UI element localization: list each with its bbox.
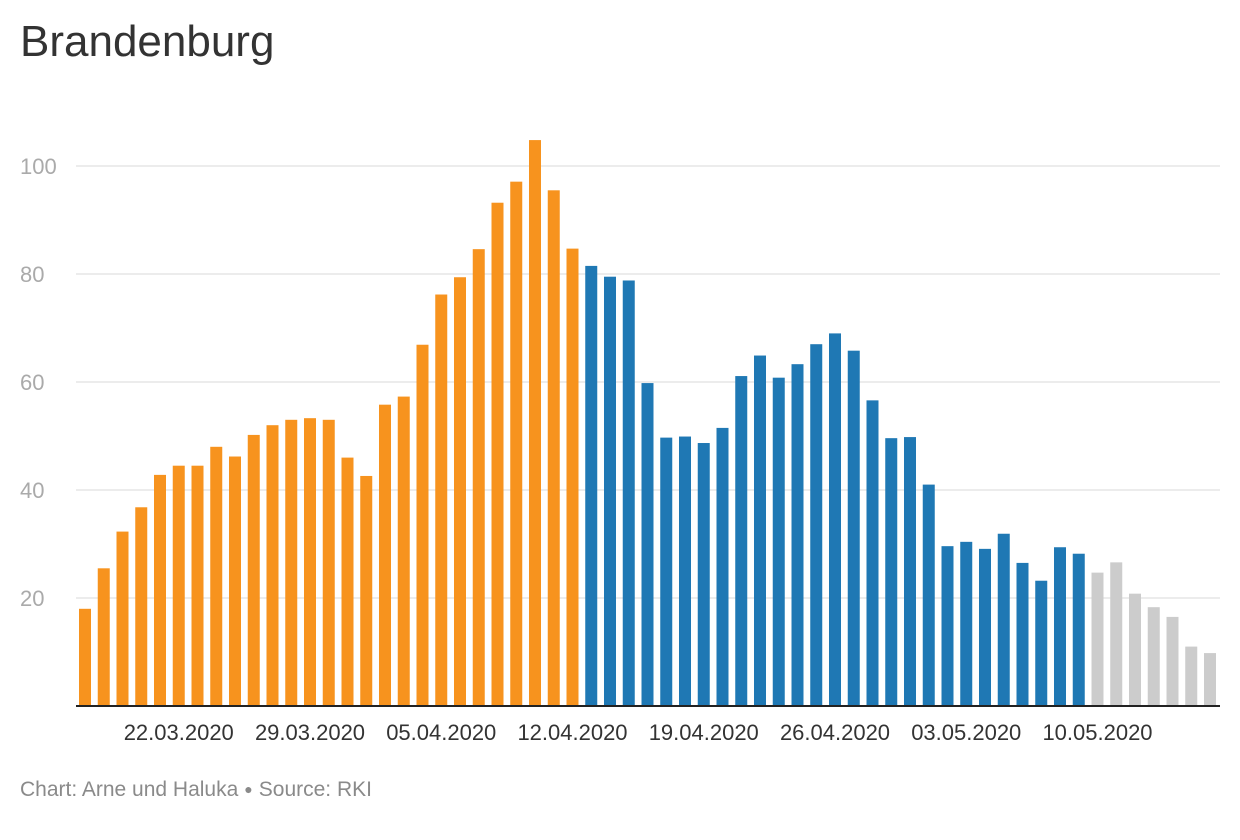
bar: [791, 364, 804, 706]
bar: [154, 474, 166, 706]
bar: [566, 248, 579, 706]
x-tick-label: 03.05.2020: [911, 720, 1021, 745]
bar: [210, 446, 223, 706]
bar: [285, 419, 298, 706]
bar: [379, 404, 391, 706]
bar: [1054, 547, 1066, 706]
x-tick-label: 05.04.2020: [386, 720, 496, 745]
credit-text: Chart: Arne und Haluka: [20, 778, 239, 801]
bar: [941, 546, 954, 706]
bar: [679, 436, 691, 706]
bar: [866, 400, 879, 706]
bar: [304, 418, 316, 706]
bar: [885, 438, 898, 706]
bar: [135, 507, 148, 706]
bar: [116, 531, 129, 706]
bar: [322, 419, 335, 706]
source-text: Source: RKI: [258, 778, 372, 801]
bar: [585, 265, 598, 706]
bar: [1166, 616, 1179, 706]
bar: [735, 376, 748, 706]
bar: [191, 465, 204, 706]
x-tick-label: 12.04.2020: [517, 720, 627, 745]
x-tick-label: 29.03.2020: [255, 720, 365, 745]
bar: [266, 425, 279, 706]
bar: [622, 280, 635, 706]
y-tick-label: 100: [20, 154, 57, 179]
bar: [641, 383, 654, 706]
bar: [604, 276, 616, 706]
bar: [1091, 572, 1104, 706]
bar: [1035, 580, 1048, 706]
bar: [435, 294, 448, 706]
bar: [810, 344, 823, 706]
bar: [529, 140, 541, 706]
bar: [1147, 607, 1160, 706]
bar: [772, 377, 785, 706]
chart-footer: Chart: Arne und Haluka ● Source: RKI: [20, 778, 372, 802]
bar: [397, 396, 410, 706]
bar: [454, 277, 466, 706]
bar: [922, 484, 935, 706]
bar: [997, 533, 1010, 706]
bar: [472, 249, 485, 706]
x-tick-label: 26.04.2020: [780, 720, 890, 745]
bar: [360, 475, 373, 706]
bar: [97, 568, 110, 706]
bar: [1129, 593, 1141, 706]
x-tick-label: 22.03.2020: [124, 720, 234, 745]
separator-dot: ●: [244, 781, 253, 797]
bar: [660, 437, 673, 706]
bar: [697, 443, 710, 706]
bar: [904, 437, 916, 706]
y-tick-label: 20: [20, 586, 44, 611]
bar: [960, 541, 973, 706]
bar: [416, 344, 429, 706]
x-tick-label: 10.05.2020: [1042, 720, 1152, 745]
y-tick-label: 80: [20, 262, 44, 287]
bar: [847, 350, 860, 706]
bar: [247, 434, 260, 706]
chart-title: Brandenburg: [20, 17, 275, 66]
bar: [491, 202, 504, 706]
y-tick-label: 40: [20, 478, 44, 503]
bar: [229, 456, 241, 706]
bar: [1016, 562, 1029, 706]
bar: [716, 427, 729, 706]
x-tick-label: 19.04.2020: [649, 720, 759, 745]
y-tick-label: 60: [20, 370, 44, 395]
bar: [754, 355, 766, 706]
bars: [79, 140, 1216, 707]
bar: [341, 457, 354, 706]
bar: [979, 548, 991, 706]
bar: [79, 608, 91, 706]
bar: [1185, 646, 1198, 706]
bar: [1110, 562, 1123, 706]
bar: [1204, 653, 1216, 706]
bar: [1072, 553, 1085, 706]
bar: [510, 181, 523, 706]
bar: [547, 190, 560, 707]
bar: [829, 333, 841, 706]
y-axis-ticks: 20 40 60 80 100: [20, 154, 57, 611]
x-axis-ticks: 22.03.2020 29.03.2020 05.04.2020 12.04.2020…: [124, 720, 1153, 745]
bar: [172, 465, 185, 706]
